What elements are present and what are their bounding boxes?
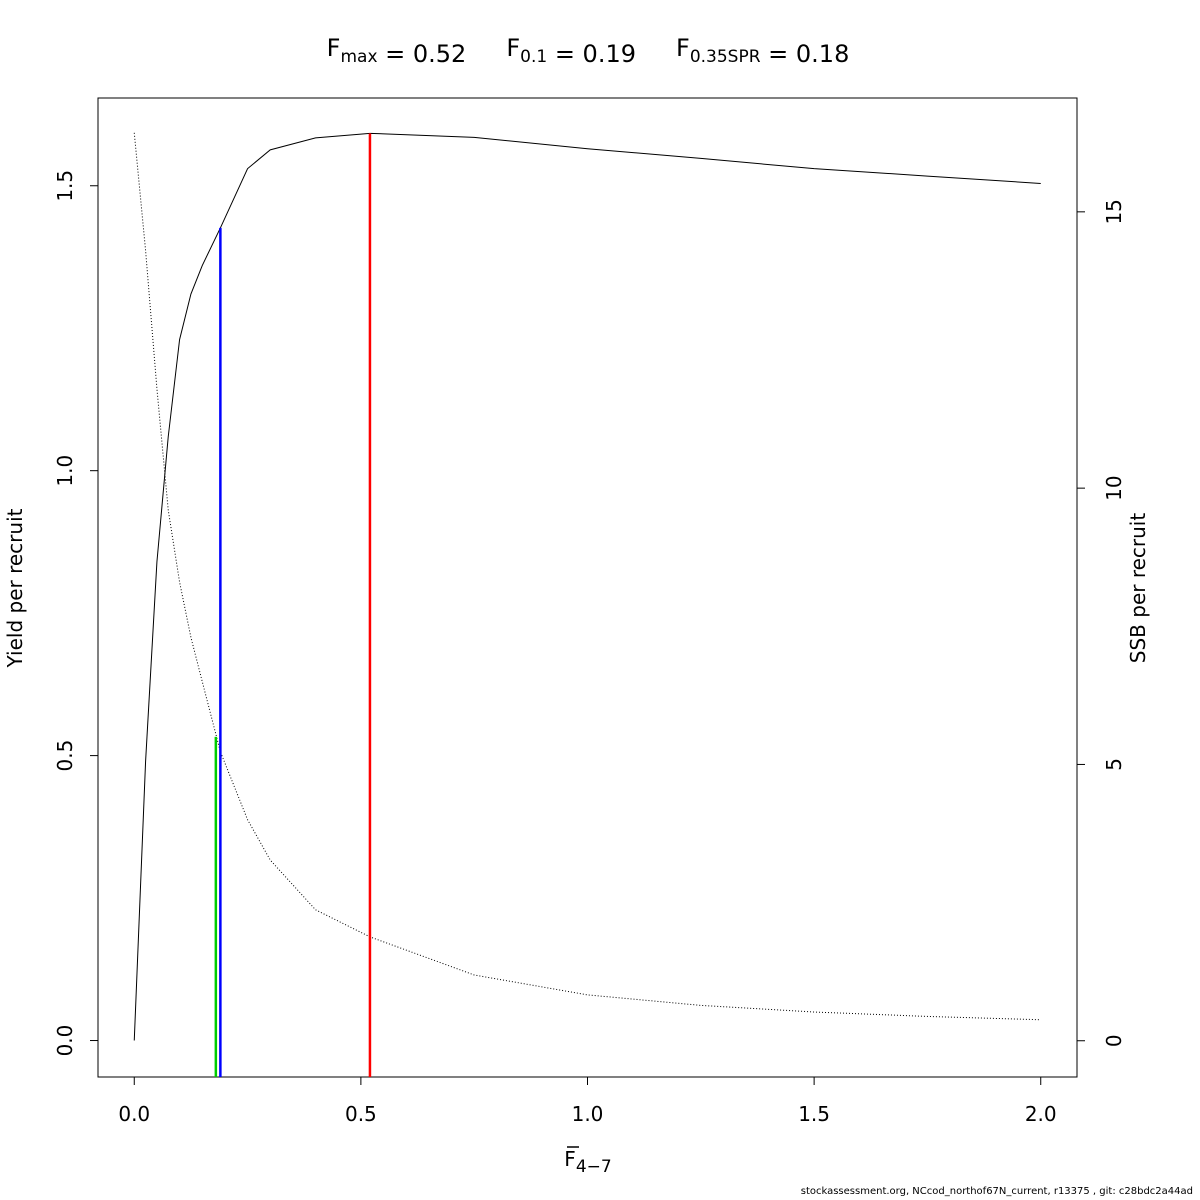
chart-title: Fmax = 0.52 F0.1 = 0.19 F0.35SPR = 0.18 (327, 34, 850, 68)
x-label-subscript: 4−7 (576, 1157, 612, 1177)
plot-frame (97, 97, 1078, 1078)
y2-tick-label: 5 (1102, 758, 1126, 771)
y2-axis-label: SSB per recruit (1126, 513, 1150, 664)
title-value: = 0.19 (547, 40, 636, 68)
title-value: = 0.18 (761, 40, 850, 68)
x-tick-label: 0.0 (118, 1102, 150, 1126)
title-subscript: 0.1 (520, 47, 547, 67)
title-subscript: 0.35SPR (690, 47, 761, 67)
yield-line (133, 132, 1041, 1041)
x-tick-label: 0.5 (345, 1102, 377, 1126)
y2-tick-label: 0 (1102, 1034, 1126, 1047)
title-subscript: max (340, 47, 377, 67)
y-tick-label: 1.0 (53, 455, 77, 487)
x-tick-label: 1.5 (798, 1102, 830, 1126)
y-tick-label: 1.5 (53, 170, 77, 202)
title-symbol: F (506, 34, 520, 62)
title-symbol: F (327, 34, 341, 62)
y-axis-label: Yield per recruit (3, 508, 27, 668)
x-tick-label: 2.0 (1025, 1102, 1057, 1126)
y-tick-label: 0.5 (53, 740, 77, 772)
y2-tick-label: 10 (1102, 475, 1126, 500)
y2-tick-label: 15 (1102, 199, 1126, 224)
x-tick-label: 1.0 (572, 1102, 604, 1126)
title-value: = 0.52 (378, 40, 467, 68)
y-tick-label: 0.0 (53, 1025, 77, 1057)
x-label-symbol: F (564, 1147, 576, 1171)
ssb-line (133, 132, 1041, 1021)
footer: stockassessment.org, NCcod_northof67N_cu… (801, 1186, 1193, 1197)
title-symbol: F (676, 34, 690, 62)
x-axis-label: F4−7 (564, 1147, 611, 1177)
